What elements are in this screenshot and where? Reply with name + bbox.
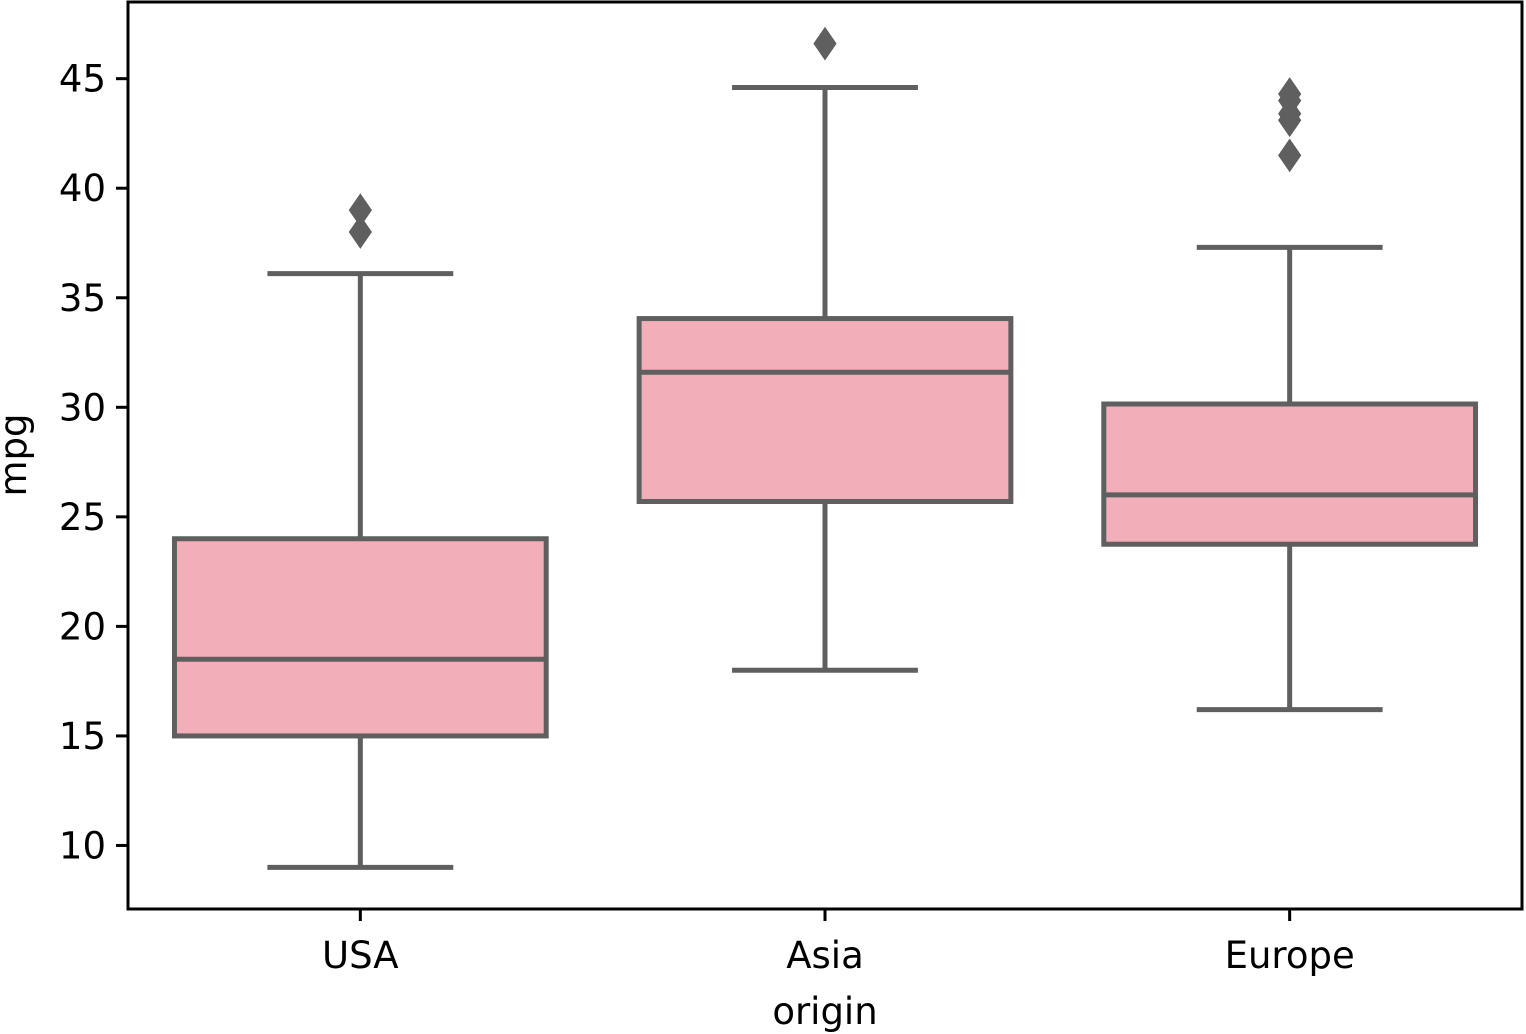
y-axis-label: mpg xyxy=(0,413,35,496)
y-tick-label-25: 25 xyxy=(59,496,106,539)
outlier-point-asia-0 xyxy=(813,26,837,61)
iqr-box-usa xyxy=(171,536,549,739)
x-tick-label-asia: Asia xyxy=(786,934,864,977)
x-tick-label-europe: Europe xyxy=(1225,934,1355,977)
tick-layer: USA Asia Europe 10 15 20 25 30 35 40 45 xyxy=(59,58,1355,977)
y-tick-label-10: 10 xyxy=(59,824,106,867)
y-tick-label-20: 20 xyxy=(59,605,106,648)
box-group-usa xyxy=(171,193,549,870)
y-tick-label-35: 35 xyxy=(59,277,106,320)
x-axis-label: origin xyxy=(772,990,877,1033)
plot-frame xyxy=(126,0,1524,911)
x-tick-label-usa: USA xyxy=(322,934,399,977)
outlier-point-usa-0 xyxy=(348,215,372,249)
y-tick-label-30: 30 xyxy=(59,386,106,429)
iqr-box-europe xyxy=(1101,401,1479,547)
y-tick-label-40: 40 xyxy=(59,167,106,210)
iqr-box-asia xyxy=(636,316,1014,505)
box-layer xyxy=(171,26,1479,870)
y-tick-label-15: 15 xyxy=(59,715,106,758)
box-group-asia xyxy=(636,26,1014,673)
outlier-point-europe-0 xyxy=(1278,138,1302,173)
outlier-point-europe-4 xyxy=(1278,77,1302,111)
y-tick-label-45: 45 xyxy=(59,58,106,101)
outlier-point-usa-1 xyxy=(348,193,372,228)
box-group-europe xyxy=(1101,77,1479,713)
